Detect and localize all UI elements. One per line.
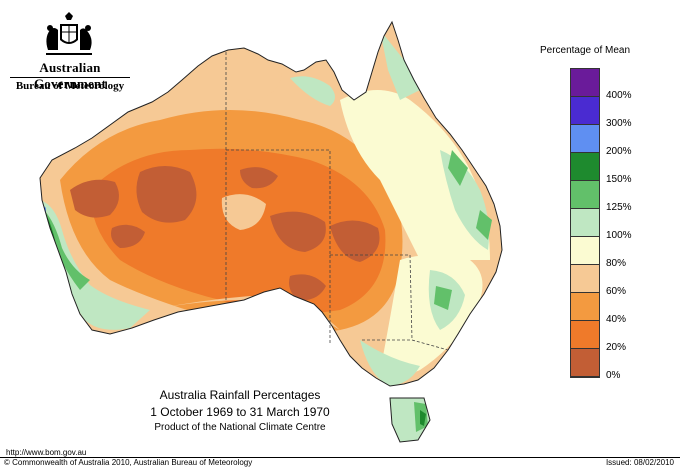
legend-swatch: [571, 209, 599, 237]
legend-tick-label: 80%: [606, 258, 627, 269]
legend-tick-label: 60%: [606, 286, 627, 297]
legend-swatch: [571, 293, 599, 321]
legend-tick-label: 40%: [606, 314, 627, 325]
legend-color-bar: [570, 68, 600, 378]
coat-of-arms-icon: [46, 12, 92, 55]
header-divider: [10, 77, 130, 78]
legend-tick-label: 0%: [606, 370, 621, 381]
government-title: Australian Government: [33, 60, 107, 91]
bureau-title: Bureau of Meteorology: [15, 80, 125, 92]
legend-tick-label: 125%: [606, 202, 632, 213]
map-producer: Product of the National Climate Centre: [154, 422, 326, 433]
copyright-text: © Commonwealth of Australia 2010, Austra…: [4, 458, 253, 467]
legend-swatch: [571, 321, 599, 349]
legend-swatch: [571, 69, 599, 97]
issued-date: Issued: 08/02/2010: [605, 458, 674, 467]
legend-swatch: [571, 349, 599, 377]
legend-swatch: [571, 97, 599, 125]
legend-tick-label: 200%: [606, 146, 632, 157]
legend-tick-label: 20%: [606, 342, 627, 353]
legend-tick-label: 100%: [606, 230, 632, 241]
footer-divider: [0, 457, 680, 458]
legend-tick-label: 300%: [606, 118, 632, 129]
map-period: 1 October 1969 to 31 March 1970: [150, 405, 330, 419]
legend-title: Percentage of Mean: [539, 45, 631, 56]
legend-tick-label: 400%: [606, 90, 632, 101]
legend-swatch: [571, 181, 599, 209]
legend-swatch: [571, 237, 599, 265]
map-title: Australia Rainfall Percentages: [159, 388, 321, 402]
website-url[interactable]: http://www.bom.gov.au: [6, 448, 87, 457]
legend-swatch: [571, 125, 599, 153]
legend-swatch: [571, 265, 599, 293]
legend-swatch: [571, 153, 599, 181]
legend-tick-label: 150%: [606, 174, 632, 185]
